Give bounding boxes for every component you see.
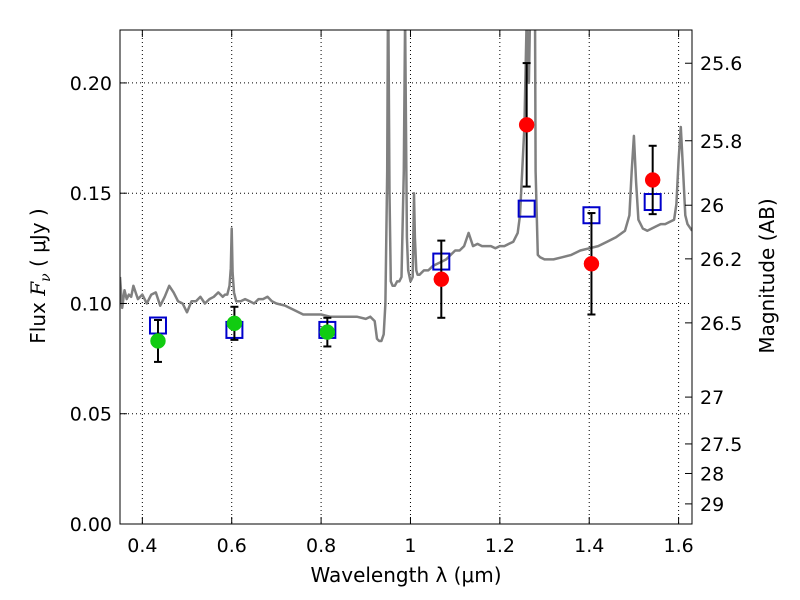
plot-frame	[119, 29, 693, 525]
observed-point	[226, 315, 243, 332]
model-point	[517, 199, 536, 218]
magnitude-axis-title: Magnitude (AB)	[755, 198, 779, 353]
observed-point	[644, 172, 661, 188]
magnitude-tick-label: 27.5	[700, 434, 742, 456]
x-tick-label: 1	[404, 535, 416, 557]
magnitude-tick-label: 27	[700, 387, 724, 409]
x-tick-label: 0.6	[217, 535, 247, 557]
y-axis-title-subscript: ν	[38, 273, 54, 282]
spectrum-line	[120, 30, 692, 343]
y-tick-label: 0.05	[70, 404, 112, 426]
y-axis-title-prefix: Flux	[26, 296, 50, 344]
y-tick-label: 0.20	[70, 73, 112, 95]
y-tick-label: 0.15	[70, 183, 112, 205]
x-axis: 0.4 0.6 0.8 1 1.2 1.4 1.6	[127, 30, 694, 557]
x-tick-label: 0.4	[127, 535, 157, 557]
x-tick-label: 1.6	[663, 535, 693, 557]
x-tick-label: 1.4	[574, 535, 604, 557]
observed-point	[319, 324, 336, 340]
magnitude-tick-label: 25.6	[700, 53, 742, 75]
observed-point	[150, 333, 166, 349]
x-tick-label: 1.2	[485, 535, 515, 557]
svg-text:Flux Fν ( μJy ): Flux Fν ( μJy )	[26, 208, 54, 343]
magnitude-tick-label: 25.8	[700, 131, 742, 153]
x-tick-label: 0.8	[306, 535, 336, 557]
magnitude-tick-label: 26	[700, 195, 724, 217]
observed-point	[518, 117, 535, 133]
y-axis-title-symbol: F	[26, 281, 50, 297]
observed-point	[433, 271, 450, 287]
y-axis-title-suffix: ( μJy )	[26, 208, 50, 273]
x-axis-title: Wavelength λ (μm)	[310, 563, 501, 587]
magnitude-axis: 25.6 25.8 26 26.2 26.5 27 27.5 28 29	[685, 53, 742, 516]
magnitude-tick-label: 26.2	[700, 249, 742, 271]
grid	[120, 30, 692, 524]
magnitude-tick-label: 28	[700, 463, 724, 485]
magnitude-tick-label: 29	[700, 494, 724, 516]
y-tick-label: 0.00	[70, 514, 112, 536]
magnitude-tick-label: 26.5	[700, 313, 742, 335]
y-tick-label: 0.10	[70, 293, 112, 315]
observed-point	[583, 256, 600, 272]
plot-area	[120, 30, 692, 363]
y-axis: 0.00 0.05 0.10 0.15 0.20	[70, 73, 127, 536]
y-axis-title: Flux Fν ( μJy )	[26, 208, 54, 343]
